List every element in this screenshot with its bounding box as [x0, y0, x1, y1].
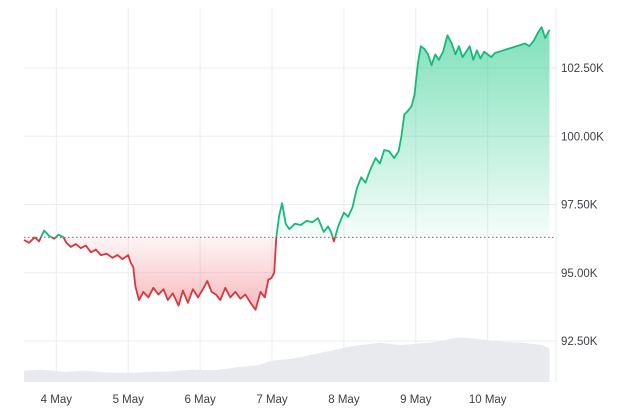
x-tick-label: 10 May	[469, 394, 507, 406]
x-tick-label: 4 May	[41, 394, 73, 406]
x-tick-label: 6 May	[184, 394, 216, 406]
y-tick-label: 97.50K	[561, 200, 598, 212]
y-tick-label: 92.50K	[561, 336, 598, 348]
x-tick-label: 5 May	[113, 394, 145, 406]
y-tick-label: 102.50K	[561, 63, 604, 75]
y-tick-label: 95.00K	[561, 268, 598, 280]
x-tick-label: 9 May	[400, 394, 432, 406]
volume-area-group	[24, 337, 550, 382]
x-tick-label: 7 May	[256, 394, 288, 406]
price-fill-below-baseline	[24, 237, 336, 310]
y-tick-label: 100.00K	[561, 131, 604, 143]
price-line-below-baseline	[23, 237, 337, 311]
x-axis-ticks: 4 May 5 May 6 May 7 May 8 May 9 May 10 May	[41, 394, 507, 406]
price-fill-group	[24, 27, 550, 310]
y-axis-ticks: 92.50K 95.00K 97.50K 100.00K 102.50K	[561, 63, 604, 348]
x-tick-label: 8 May	[328, 394, 360, 406]
price-fill-above-baseline	[24, 27, 550, 238]
price-line-above-baseline	[33, 26, 551, 238]
volume-area	[24, 337, 550, 382]
price-line-group	[23, 26, 551, 311]
